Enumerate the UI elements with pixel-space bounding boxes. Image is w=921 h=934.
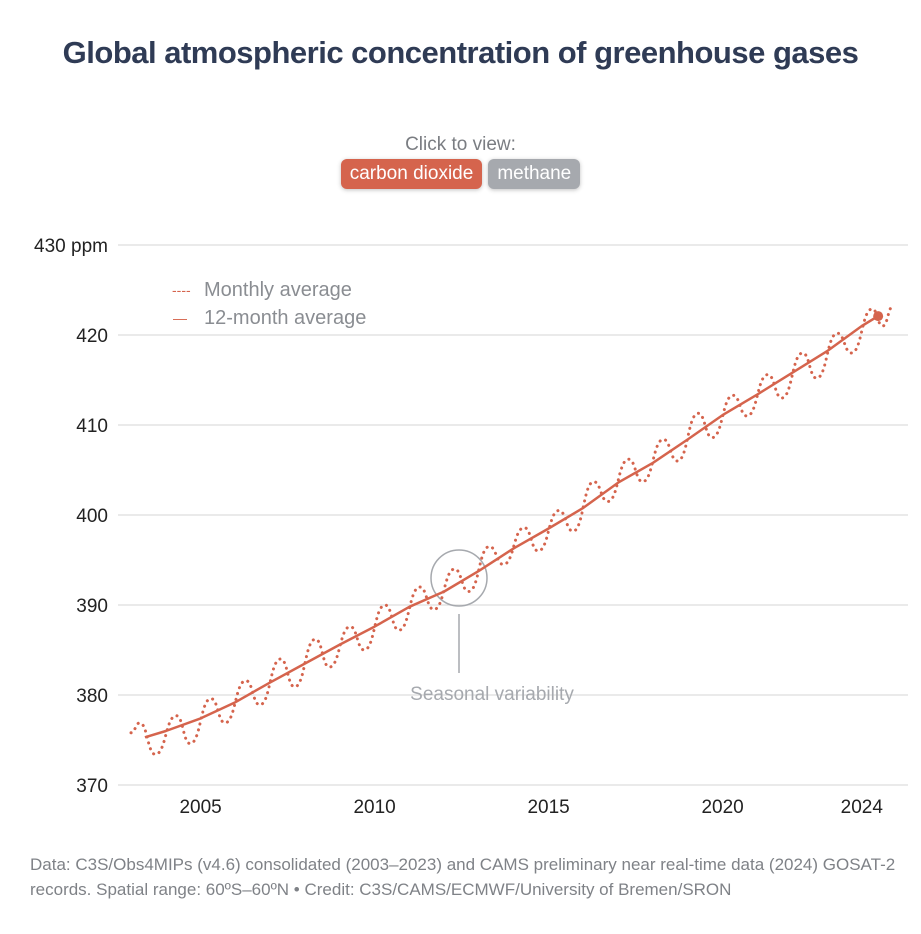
annotation-circle xyxy=(430,549,488,607)
x-tick-label: 2020 xyxy=(701,797,743,818)
x-tick-label: 2005 xyxy=(179,797,221,818)
source-footer: Data: C3S/Obs4MIPs (v4.6) consolidated (… xyxy=(30,855,896,899)
y-tick-label: 420 xyxy=(76,326,108,347)
legend-monthly-label: Monthly average xyxy=(204,279,352,301)
chart-title: Global atmospheric concentration of gree… xyxy=(62,35,859,70)
x-tick-label: 2010 xyxy=(353,797,395,818)
latest-value-marker xyxy=(873,311,884,322)
12-month-average-line xyxy=(144,315,879,739)
y-tick-label: 410 xyxy=(76,416,108,437)
legend-dotted-symbol: ---- xyxy=(172,282,191,298)
y-tick-label: 400 xyxy=(76,506,108,527)
gas-toggle: carbon dioxide methane xyxy=(0,159,921,189)
legend-solid-symbol: — xyxy=(173,310,187,326)
annotation-label: Seasonal variability xyxy=(410,684,574,705)
legend: ---- Monthly average — 12-month average xyxy=(172,279,366,329)
seasonal-annotation: Seasonal variability xyxy=(410,549,574,705)
click-to-view-label: Click to view: xyxy=(405,134,516,155)
carbon-dioxide-button[interactable]: carbon dioxide xyxy=(340,159,483,189)
y-tick-label: 370 xyxy=(76,776,108,797)
methane-button[interactable]: methane xyxy=(488,159,581,189)
y-tick-label: 380 xyxy=(76,686,108,707)
x-tick-label: 2024 xyxy=(841,797,884,818)
y-tick-label: 390 xyxy=(76,596,108,617)
legend-12month-label: 12-month average xyxy=(204,307,366,329)
y-tick-label: 430 ppm xyxy=(34,236,108,257)
x-tick-label: 2015 xyxy=(527,797,569,818)
